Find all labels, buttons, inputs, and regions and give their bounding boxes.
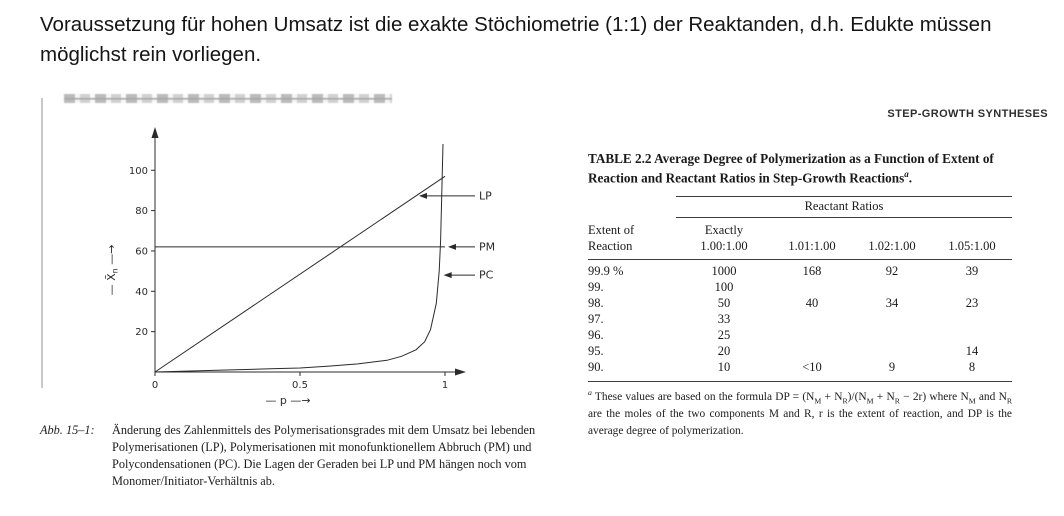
x-axis-label: — p —→ (265, 394, 310, 407)
table-cell: 33 (717, 311, 731, 326)
table-cell: 9 (888, 359, 896, 374)
table-row: 99. 100 (588, 280, 1012, 296)
table-row: 90. 10 <10 9 8 (588, 360, 1012, 376)
table-footnote-text: These values are based on the formula DP… (588, 391, 1012, 437)
label-arrowhead-LP (419, 192, 427, 199)
series-LP (154, 175, 446, 373)
series-label-PC: PC (479, 269, 494, 282)
page-heading: Voraussetzung für hohen Umsatz ist die e… (40, 13, 992, 66)
table-cell: 10 (717, 359, 731, 374)
figure-caption-text: Änderung des Zahlenmittels des Polymeris… (112, 423, 536, 488)
table-cell: 34 (885, 296, 899, 310)
table-group-header: Reactant Ratios (676, 196, 1012, 218)
table-cell (932, 312, 1012, 328)
table-column-header: 1.05:1.00 (948, 238, 996, 253)
table-cell (772, 344, 852, 360)
footnote-marker: a (588, 388, 592, 398)
table-cell: 50 (717, 296, 731, 310)
table-cell: 8 (968, 359, 976, 374)
table-cell: 1000 (711, 264, 737, 279)
table-row: 98. 50 40 34 23 (588, 296, 1012, 312)
table-header-row: Extent of Reaction Exactly 1.00:1.00 1.01:… (588, 218, 1012, 261)
series-label-PM: PM (479, 240, 495, 253)
table-cell: 23 (965, 296, 979, 310)
table-cell: 95. (588, 343, 604, 358)
x-axis-arrow (455, 368, 466, 376)
table-title-suffix: . (908, 170, 913, 186)
table-cell (932, 328, 1012, 344)
y-axis-label: — X̄n —→ (105, 245, 120, 296)
x-tick-label: 0.5 (292, 380, 308, 391)
table-cell: 100 (714, 280, 734, 295)
table-cell: 168 (802, 264, 822, 279)
table-cell: 25 (717, 327, 731, 342)
y-tick-label: 60 (135, 246, 148, 257)
table-cell (852, 328, 932, 344)
table-cell (772, 328, 852, 344)
table-column-header: 1.02:1.00 (868, 238, 916, 253)
table-cell (772, 312, 852, 328)
table-cell: 98. (588, 296, 604, 310)
figure-caption: Abb. 15–1: Änderung des Zahlenmittels de… (40, 422, 548, 490)
running-head: STEP-GROWTH SYNTHESES (887, 108, 1048, 120)
table-cell: 20 (717, 343, 731, 358)
polymerization-table: Reactant Ratios Extent of Reaction Exactl… (588, 196, 1012, 439)
y-axis-label-group: — X̄n —→ (105, 245, 120, 296)
table-cell: <10 (802, 359, 822, 374)
table-row: 95. 20 14 (588, 344, 1012, 360)
scan-edge-line (41, 98, 43, 388)
scan-artifact-strikethrough (64, 94, 392, 103)
figure-chart: 20 40 60 80 100 0 0.5 1 LP PM PC — p —→ — X̄n —→ (105, 127, 495, 407)
table-cell: 90. (588, 359, 604, 374)
table-cell: 40 (805, 296, 819, 310)
table-cell (852, 344, 932, 360)
x-tick-label: 0 (152, 380, 158, 391)
table-group-row: Reactant Ratios (588, 196, 1012, 218)
table-column-header: Extent of Reaction (588, 223, 635, 253)
y-axis-arrow (151, 127, 159, 138)
series-PC (154, 143, 444, 373)
table-row: 96. 25 (588, 328, 1012, 344)
table-cell (932, 280, 1012, 296)
table-footnote: a These values are based on the formula … (588, 387, 1012, 438)
series-label-LP: LP (479, 189, 492, 202)
y-tick-label: 20 (135, 327, 148, 338)
table-cell: 96. (588, 327, 604, 342)
table-title-text: Average Degree of Polymerization as a Fu… (588, 151, 994, 186)
table-column-header: 1.01:1.00 (788, 238, 836, 253)
table-label: TABLE 2.2 (588, 151, 652, 166)
table-cell: 39 (965, 264, 979, 279)
table-cell: 97. (588, 311, 604, 326)
y-tick-label: 40 (135, 287, 148, 298)
y-tick-label: 80 (135, 206, 148, 217)
y-tick-label: 100 (129, 166, 148, 177)
table-title: TABLE 2.2 Average Degree of Polymerizati… (588, 150, 1036, 187)
table-cell: 99.9 % (588, 264, 624, 279)
table-cell: 99. (588, 280, 604, 295)
figure-caption-label: Abb. 15–1: (40, 423, 95, 437)
x-tick-label: 1 (442, 380, 448, 391)
label-arrowhead-PM (448, 243, 456, 250)
label-arrowhead-PC (443, 272, 452, 279)
table-body: 99.9 % 1000 168 92 39 99. 100 98. 50 40 34 23 97. 33 9… (588, 260, 1012, 383)
table-cell: 92 (885, 264, 899, 279)
table-group-spacer (588, 196, 676, 218)
table-cell (852, 312, 932, 328)
table-cell (772, 280, 852, 296)
table-row: 97. 33 (588, 312, 1012, 328)
table-cell (852, 280, 932, 296)
table-title-note-marker: a (904, 168, 909, 179)
table-column-header: Exactly 1.00:1.00 (700, 223, 748, 253)
table-row: 99.9 % 1000 168 92 39 (588, 264, 1012, 280)
table-cell: 14 (965, 343, 979, 358)
